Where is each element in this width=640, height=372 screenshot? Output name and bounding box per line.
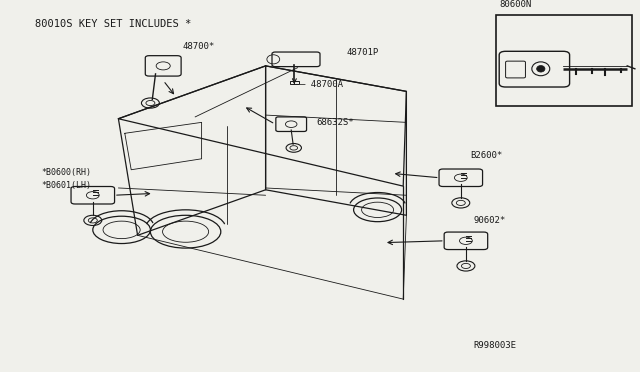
Ellipse shape (536, 65, 545, 72)
Text: *B0600(RH): *B0600(RH) (42, 168, 92, 177)
Text: 48700*: 48700* (182, 42, 214, 51)
Bar (496, 15, 632, 106)
Text: R998003E: R998003E (474, 341, 516, 350)
Text: 80010S KEY SET INCLUDES *: 80010S KEY SET INCLUDES * (35, 19, 191, 29)
Text: 90602*: 90602* (474, 216, 506, 225)
Text: B2600*: B2600* (470, 151, 502, 160)
Bar (290, 81, 299, 84)
Text: 48701P: 48701P (347, 48, 379, 57)
Text: — 48700A: — 48700A (300, 80, 342, 89)
Text: 80600N: 80600N (499, 0, 531, 9)
Text: 68632S*: 68632S* (317, 118, 355, 127)
Text: *B0601(LH): *B0601(LH) (42, 180, 92, 190)
